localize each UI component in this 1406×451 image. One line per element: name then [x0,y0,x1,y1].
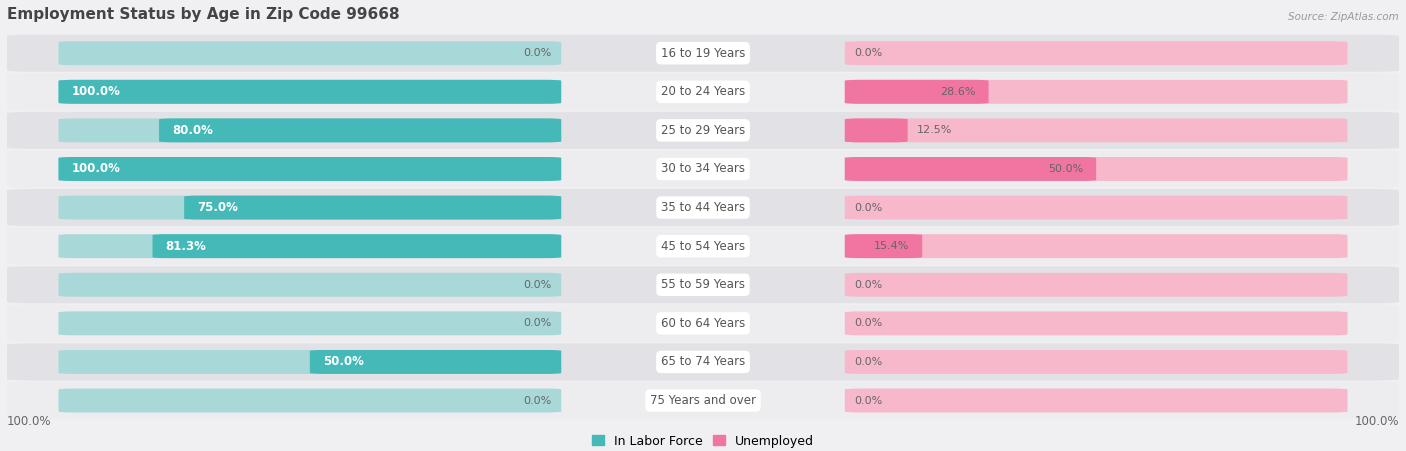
FancyBboxPatch shape [7,189,1399,226]
FancyBboxPatch shape [59,41,561,65]
Text: 0.0%: 0.0% [523,318,551,328]
FancyBboxPatch shape [845,119,1347,143]
Text: 55 to 59 Years: 55 to 59 Years [661,278,745,291]
FancyBboxPatch shape [59,196,561,220]
FancyBboxPatch shape [845,234,922,258]
FancyBboxPatch shape [7,35,1399,72]
FancyBboxPatch shape [7,382,1399,419]
Text: 28.6%: 28.6% [941,87,976,97]
FancyBboxPatch shape [845,350,1347,374]
Text: 0.0%: 0.0% [855,318,883,328]
FancyBboxPatch shape [7,305,1399,342]
Text: 0.0%: 0.0% [855,48,883,58]
Text: 20 to 24 Years: 20 to 24 Years [661,85,745,98]
FancyBboxPatch shape [845,157,1097,181]
FancyBboxPatch shape [7,266,1399,303]
FancyBboxPatch shape [7,343,1399,381]
FancyBboxPatch shape [845,311,1347,335]
Text: 0.0%: 0.0% [523,48,551,58]
Text: 60 to 64 Years: 60 to 64 Years [661,317,745,330]
Text: 45 to 54 Years: 45 to 54 Years [661,239,745,253]
FancyBboxPatch shape [59,273,561,297]
Text: 100.0%: 100.0% [72,85,121,98]
FancyBboxPatch shape [309,350,561,374]
FancyBboxPatch shape [7,228,1399,265]
FancyBboxPatch shape [845,234,1347,258]
FancyBboxPatch shape [845,119,908,143]
FancyBboxPatch shape [845,80,1347,104]
FancyBboxPatch shape [59,350,561,374]
FancyBboxPatch shape [59,311,561,335]
Text: 80.0%: 80.0% [172,124,212,137]
Text: 0.0%: 0.0% [855,280,883,290]
Text: 0.0%: 0.0% [523,280,551,290]
FancyBboxPatch shape [845,41,1347,65]
Text: Employment Status by Age in Zip Code 99668: Employment Status by Age in Zip Code 996… [7,7,399,22]
Text: 15.4%: 15.4% [875,241,910,251]
Text: 25 to 29 Years: 25 to 29 Years [661,124,745,137]
FancyBboxPatch shape [59,157,561,181]
FancyBboxPatch shape [845,157,1347,181]
FancyBboxPatch shape [59,234,561,258]
FancyBboxPatch shape [845,196,1347,220]
FancyBboxPatch shape [59,80,561,104]
Text: 81.3%: 81.3% [166,239,207,253]
Text: 0.0%: 0.0% [523,396,551,405]
FancyBboxPatch shape [59,80,561,104]
FancyBboxPatch shape [59,157,561,181]
Text: 100.0%: 100.0% [1354,415,1399,428]
FancyBboxPatch shape [845,80,988,104]
Text: 100.0%: 100.0% [7,415,52,428]
Text: 100.0%: 100.0% [72,162,121,175]
FancyBboxPatch shape [845,273,1347,297]
FancyBboxPatch shape [159,119,561,143]
Text: 12.5%: 12.5% [917,125,953,135]
FancyBboxPatch shape [7,73,1399,110]
Text: 75 Years and over: 75 Years and over [650,394,756,407]
FancyBboxPatch shape [7,151,1399,188]
Text: 35 to 44 Years: 35 to 44 Years [661,201,745,214]
FancyBboxPatch shape [59,119,561,143]
FancyBboxPatch shape [184,196,561,220]
Text: 75.0%: 75.0% [197,201,238,214]
Text: 0.0%: 0.0% [855,357,883,367]
Text: 30 to 34 Years: 30 to 34 Years [661,162,745,175]
Text: 0.0%: 0.0% [855,396,883,405]
FancyBboxPatch shape [152,234,561,258]
Text: 50.0%: 50.0% [1047,164,1083,174]
Text: 65 to 74 Years: 65 to 74 Years [661,355,745,368]
Text: 0.0%: 0.0% [855,202,883,212]
FancyBboxPatch shape [845,389,1347,413]
FancyBboxPatch shape [59,389,561,413]
FancyBboxPatch shape [7,112,1399,149]
Legend: In Labor Force, Unemployed: In Labor Force, Unemployed [592,434,814,447]
Text: Source: ZipAtlas.com: Source: ZipAtlas.com [1288,12,1399,22]
Text: 50.0%: 50.0% [323,355,364,368]
Text: 16 to 19 Years: 16 to 19 Years [661,47,745,60]
